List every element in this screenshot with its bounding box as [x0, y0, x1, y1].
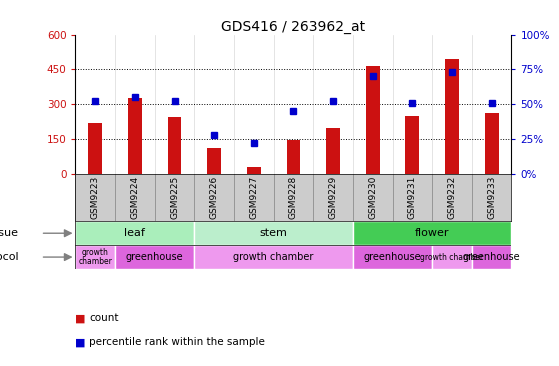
Bar [75, 245, 115, 269]
Bar [207, 148, 221, 173]
Text: greenhouse: greenhouse [463, 252, 520, 262]
Bar [366, 66, 380, 173]
Bar [326, 128, 340, 173]
Bar [485, 113, 499, 173]
Bar [247, 167, 260, 173]
Text: GSM9226: GSM9226 [210, 176, 219, 219]
Text: percentile rank within the sample: percentile rank within the sample [89, 337, 266, 347]
Text: growth chamber: growth chamber [420, 253, 484, 262]
Bar [195, 221, 353, 245]
Text: growth chamber: growth chamber [234, 252, 314, 262]
Bar [195, 245, 353, 269]
Text: GSM9233: GSM9233 [487, 176, 496, 219]
Bar [287, 140, 300, 173]
Text: GSM9224: GSM9224 [130, 176, 139, 219]
Bar [353, 221, 511, 245]
Text: greenhouse: greenhouse [364, 252, 421, 262]
Bar [168, 117, 182, 173]
Text: ■: ■ [75, 337, 86, 347]
Bar [353, 245, 432, 269]
Bar [115, 245, 195, 269]
Text: stem: stem [260, 228, 287, 238]
Bar [128, 98, 142, 173]
Text: GSM9230: GSM9230 [368, 176, 377, 219]
Bar [472, 245, 511, 269]
Text: GSM9228: GSM9228 [289, 176, 298, 219]
Text: greenhouse: greenhouse [126, 252, 183, 262]
Text: GSM9225: GSM9225 [170, 176, 179, 219]
Text: tissue: tissue [0, 228, 19, 238]
Text: GSM9223: GSM9223 [91, 176, 100, 219]
Text: GSM9231: GSM9231 [408, 176, 417, 219]
Text: growth protocol: growth protocol [0, 252, 19, 262]
Title: GDS416 / 263962_at: GDS416 / 263962_at [221, 20, 366, 34]
Bar [405, 116, 419, 173]
Text: ■: ■ [75, 313, 86, 324]
Text: GSM9229: GSM9229 [329, 176, 338, 219]
Text: GSM9227: GSM9227 [249, 176, 258, 219]
Bar [75, 221, 195, 245]
Text: GSM9232: GSM9232 [448, 176, 457, 219]
Text: growth
chamber: growth chamber [78, 249, 112, 266]
Text: leaf: leaf [125, 228, 145, 238]
Text: flower: flower [415, 228, 449, 238]
Bar [88, 123, 102, 173]
Bar [432, 245, 472, 269]
Text: count: count [89, 313, 119, 324]
Bar [445, 59, 459, 173]
